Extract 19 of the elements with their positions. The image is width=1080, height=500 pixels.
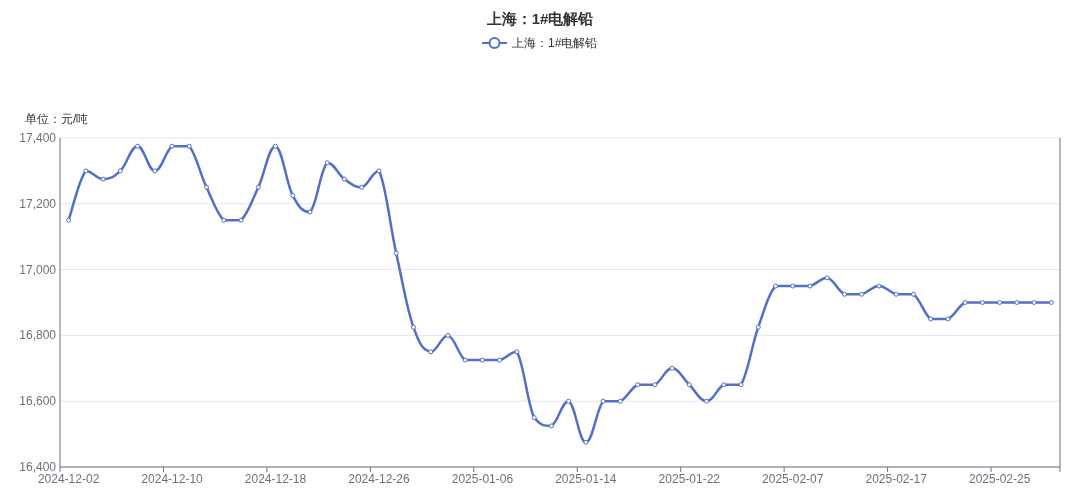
chart-title: 上海：1#电解铅	[485, 10, 594, 27]
x-tick-label: 2024-12-02	[37, 472, 100, 486]
legend-label: 上海：1#电解铅	[512, 36, 598, 50]
y-axis-title: 单位：元/吨	[25, 112, 89, 126]
x-tick-label: 2025-02-25	[968, 472, 1031, 486]
y-tick-label: 16,600	[19, 394, 57, 409]
x-tick-label: 2025-01-14	[555, 472, 617, 486]
x-tick-label: 2024-12-18	[244, 472, 307, 486]
y-tick-label: 17,200	[19, 196, 57, 211]
x-tick-label: 2025-01-22	[658, 472, 721, 486]
x-tick-label: 2024-12-26	[348, 472, 410, 486]
y-tick-label: 17,400	[19, 131, 57, 145]
y-tick-label: 17,000	[19, 262, 57, 277]
y-tick-label: 16,800	[19, 328, 57, 343]
x-tick-label: 2025-01-06	[451, 472, 514, 486]
y-tick-label: 16,400	[19, 460, 57, 474]
x-tick-label: 2024-12-10	[141, 472, 204, 486]
x-tick-label: 2025-02-17	[865, 472, 928, 486]
x-tick-label: 2025-02-07	[762, 472, 824, 486]
